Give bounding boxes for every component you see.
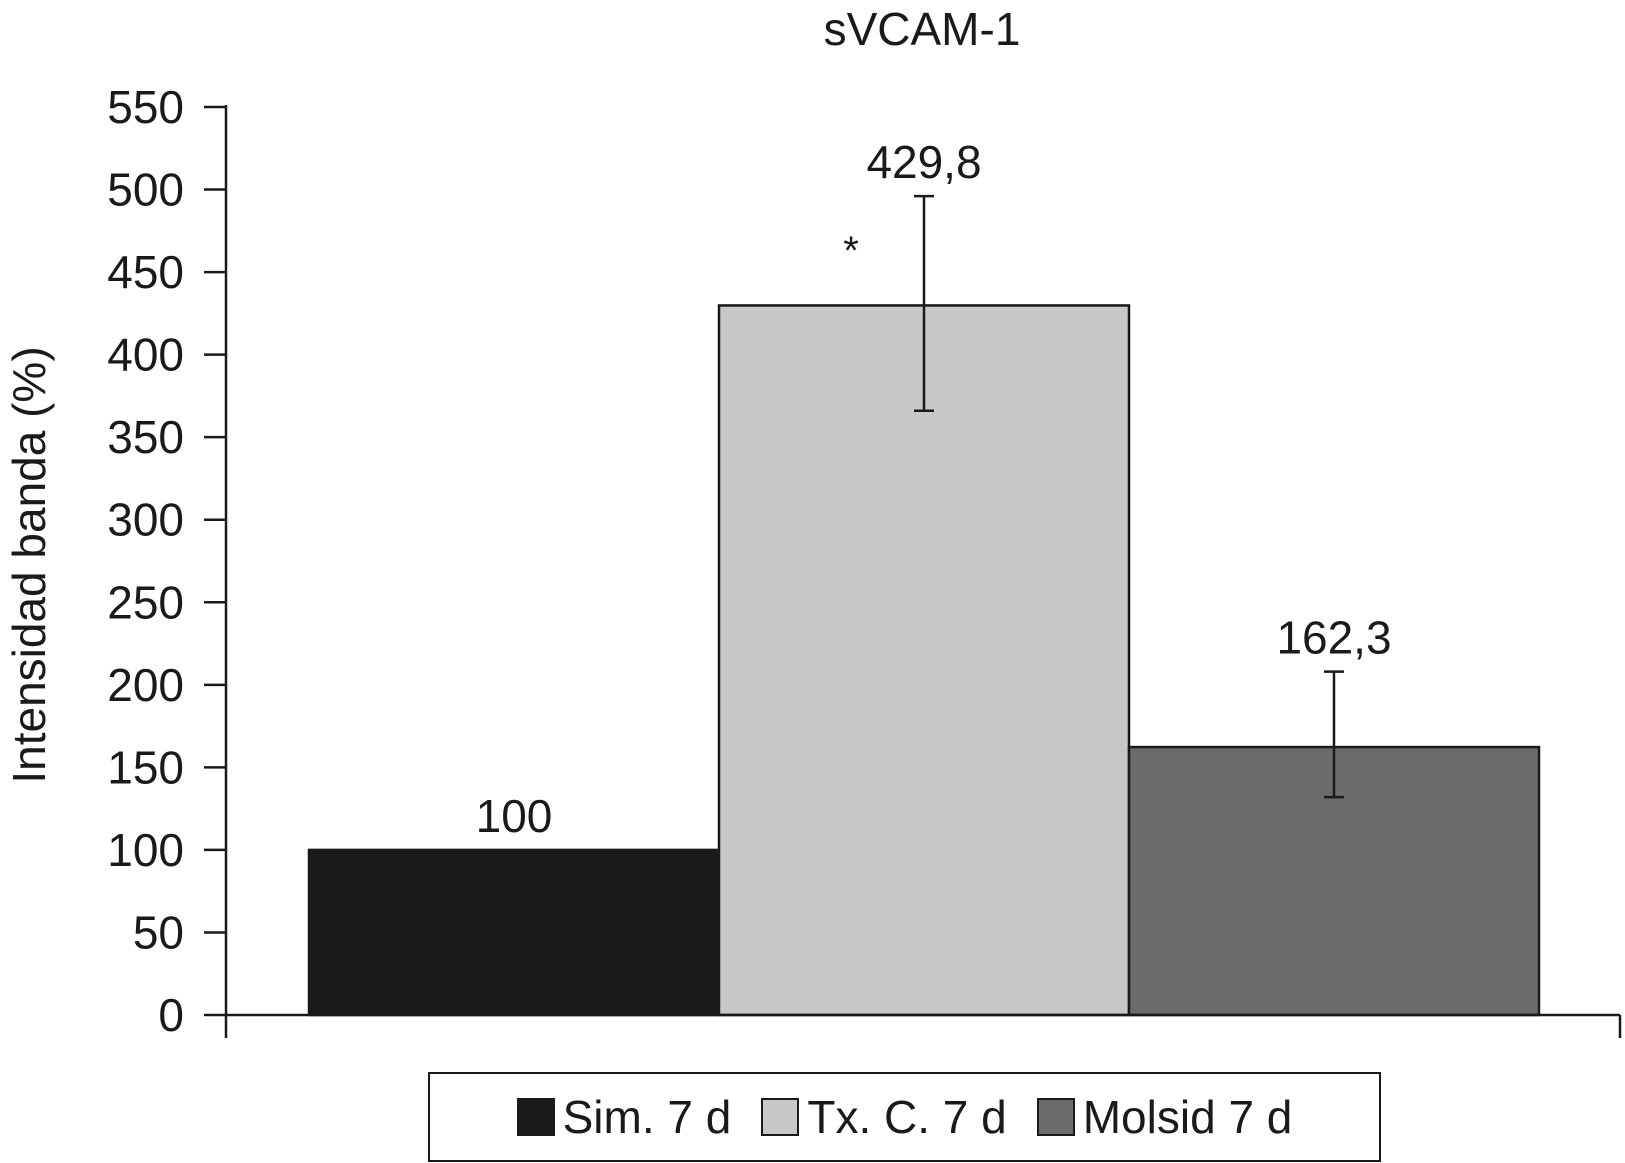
y-tick-label: 200: [107, 659, 184, 711]
significance-asterisk: *: [843, 229, 859, 273]
value-labels: 100 429,8 162,3 *: [476, 136, 1392, 842]
y-axis-label: Intensidad banda (%): [3, 346, 55, 783]
y-tick-label: 50: [133, 906, 184, 958]
y-tick-label: 400: [107, 329, 184, 381]
value-label-2: 429,8: [866, 136, 981, 188]
y-axis-ticks: 0 50 100 150 200 250 300 350 400 450 500 550: [107, 81, 226, 1041]
legend-item: Sim. 7 d: [516, 1091, 732, 1143]
bar-2: [717, 304, 1131, 1017]
legend-swatch: [516, 1098, 555, 1136]
y-tick-label: 300: [107, 494, 184, 546]
legend-item: Molsid 7 d: [1036, 1091, 1293, 1143]
axes: [224, 105, 1622, 1038]
legend-label: Tx. C. 7 d: [807, 1091, 1007, 1143]
y-tick-label: 150: [107, 741, 184, 793]
chart-title: sVCAM-1: [824, 3, 1021, 55]
y-tick-label: 350: [107, 411, 184, 463]
error-bars: [914, 194, 1344, 799]
legend-label: Molsid 7 d: [1082, 1091, 1293, 1143]
y-tick-label: 0: [158, 989, 184, 1041]
value-label-3: 162,3: [1276, 612, 1391, 664]
bar-1: [307, 848, 721, 1017]
y-tick-label: 250: [107, 576, 184, 628]
y-tick-label: 450: [107, 246, 184, 298]
y-tick-label: 550: [107, 81, 184, 133]
legend-item: Tx. C. 7 d: [761, 1091, 1007, 1143]
y-tick-label: 500: [107, 164, 184, 216]
legend-swatch: [1036, 1098, 1075, 1136]
legend-label: Sim. 7 d: [562, 1091, 732, 1143]
legend: Sim. 7 d Tx. C. 7 d Molsid 7 d: [428, 1072, 1381, 1162]
value-label-1: 100: [476, 790, 553, 842]
y-tick-label: 100: [107, 824, 184, 876]
legend-swatch: [761, 1098, 800, 1136]
